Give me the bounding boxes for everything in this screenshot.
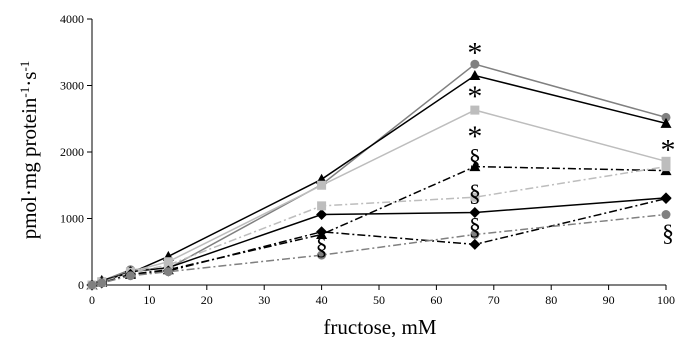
x-tick-label: 30: [258, 293, 270, 307]
y-tick-label: 1000: [60, 212, 84, 226]
data-point-circle: [97, 278, 107, 288]
series-line: [91, 165, 667, 286]
series-1: [87, 59, 671, 290]
series-line: [91, 109, 667, 286]
y-axis-title-main: pmol·mg protein: [17, 97, 41, 239]
axis-layer: 0 1000 2000 3000 4000 0 10 20 30 40 50 60 70 80 90 100: [60, 12, 675, 307]
x-tick-label: 10: [143, 293, 155, 307]
x-tick-label: 80: [545, 293, 557, 307]
x-tick-label: 0: [89, 293, 95, 307]
data-point-triangle: [469, 70, 481, 81]
data-point-triangle: [469, 161, 481, 172]
series-line: [91, 213, 667, 286]
series-7: [86, 193, 672, 291]
series-8: [87, 210, 671, 290]
annotation-layer: *** *§§§§§: [316, 36, 676, 260]
data-point-square: [317, 180, 327, 190]
significance-section-mark: §: [469, 214, 481, 240]
data-point-circle: [661, 112, 671, 122]
significance-section-mark: §: [316, 234, 328, 260]
y-tick-label: 3000: [60, 79, 84, 93]
data-point-circle: [87, 280, 97, 290]
y-axis-title-exp1: -1: [17, 87, 32, 98]
y-axis-title-mid: ·s: [17, 72, 41, 87]
data-point-square: [470, 192, 480, 202]
significance-asterisk: *: [467, 80, 482, 113]
y-axis-title: pmol·mg protein-1·s-1: [17, 61, 42, 240]
data-point-square: [470, 105, 480, 115]
significance-asterisk: *: [661, 133, 676, 166]
data-point-square: [661, 162, 671, 172]
series-line: [91, 165, 667, 286]
x-tick-label: 70: [488, 293, 500, 307]
x-tick-label: 90: [603, 293, 615, 307]
data-point-square: [661, 156, 671, 166]
x-tick-label: 40: [316, 293, 328, 307]
y-tick-label: 2000: [60, 145, 84, 159]
data-point-diamond: [660, 193, 672, 205]
data-point-diamond: [469, 238, 481, 250]
x-tick-label: 60: [430, 293, 442, 307]
data-point-square: [317, 201, 327, 211]
significance-section-mark: §: [662, 221, 674, 247]
data-point-diamond: [316, 226, 328, 238]
y-tick-label: 4000: [60, 12, 84, 26]
x-tick-label: 20: [201, 293, 213, 307]
series-4: [86, 192, 672, 291]
data-point-circle: [163, 267, 173, 277]
series-layer: [86, 59, 672, 291]
y-axis-title-exp2: -1: [17, 61, 32, 72]
significance-section-mark: §: [469, 181, 481, 207]
data-point-diamond: [316, 209, 328, 221]
data-point-circle: [470, 59, 480, 69]
x-tick-label: 50: [373, 293, 385, 307]
data-point-circle: [125, 271, 135, 281]
data-point-circle: [661, 210, 671, 220]
significance-section-mark: §: [469, 145, 481, 171]
data-point-circle: [317, 250, 327, 260]
data-point-circle: [470, 229, 480, 239]
series-line: [91, 197, 667, 286]
data-point-diamond: [469, 207, 481, 219]
data-point-triangle: [660, 117, 672, 128]
x-tick-label: 100: [657, 293, 675, 307]
series-line: [91, 197, 667, 286]
significance-asterisk: *: [467, 120, 482, 153]
data-point-square: [163, 260, 173, 270]
significance-asterisk: *: [467, 36, 482, 69]
x-axis-title: fructose, mM: [323, 315, 436, 337]
y-tick-label: 0: [78, 278, 84, 292]
